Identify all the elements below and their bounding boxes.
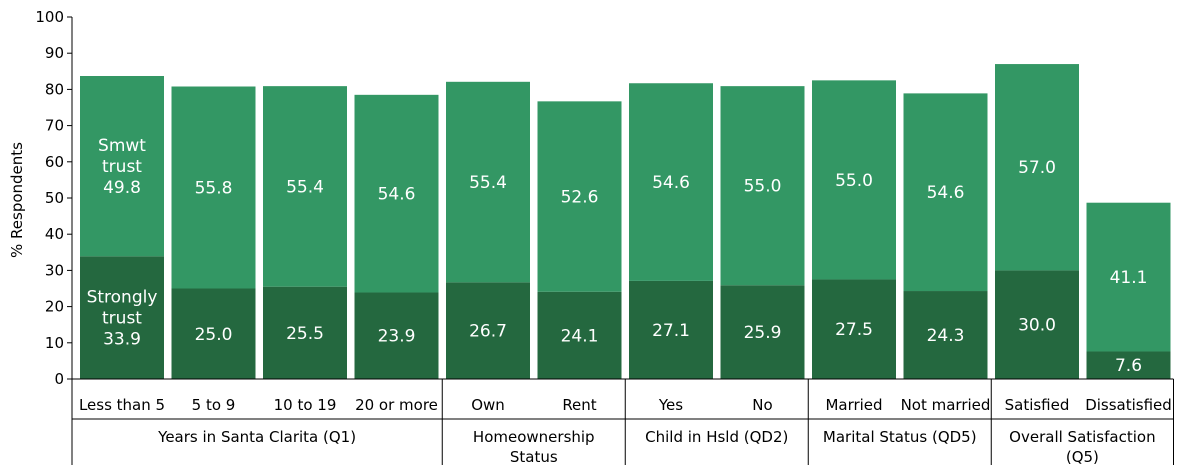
bar-segment — [995, 270, 1079, 379]
data-label: 49.8 — [103, 178, 141, 198]
bar-segment — [812, 80, 896, 280]
bar-segment — [537, 101, 622, 292]
y-tick-label: 0 — [54, 370, 64, 388]
bar-segment — [80, 256, 164, 379]
bar-segment — [995, 64, 1079, 271]
bar-segment — [263, 86, 347, 287]
data-label: 55.8 — [195, 179, 233, 199]
data-label: 55.0 — [835, 171, 873, 191]
category-label: Yes — [658, 396, 683, 414]
data-label: 57.0 — [1018, 158, 1056, 178]
series-inline-label: Strongly — [87, 288, 158, 308]
data-label: 25.0 — [195, 325, 233, 345]
category-label: Dissatisfied — [1085, 396, 1172, 414]
bar-segment — [263, 286, 347, 379]
series-inline-label: trust — [102, 309, 142, 329]
bar-segment — [903, 93, 988, 292]
y-tick-label: 10 — [45, 334, 64, 352]
bars: Stronglytrust33.9Smwttrust49.825.055.825… — [80, 64, 1171, 379]
category-label: Rent — [562, 396, 596, 414]
bar-segment — [629, 280, 713, 379]
y-tick-label: 30 — [45, 261, 64, 279]
bar-segment — [1086, 351, 1171, 379]
series-inline-label: Smwt — [98, 136, 146, 156]
bar-segment — [629, 83, 713, 281]
category-label: Less than 5 — [79, 396, 165, 414]
y-tick-label: 60 — [45, 153, 64, 171]
data-label: 25.5 — [286, 324, 324, 344]
bar-segment — [446, 81, 530, 283]
data-label: 33.9 — [103, 330, 141, 350]
bar-segment — [812, 279, 896, 379]
series-inline-label: trust — [102, 157, 142, 177]
bar-segment — [903, 291, 988, 379]
category-label: 20 or more — [355, 396, 438, 414]
data-label: 23.9 — [378, 327, 416, 347]
bar-segment — [537, 291, 622, 379]
data-label: 41.1 — [1110, 268, 1148, 288]
y-tick-label: 20 — [45, 298, 64, 316]
y-tick-label: 50 — [45, 189, 64, 207]
bar-segment — [1086, 202, 1171, 352]
data-label: 7.6 — [1115, 356, 1142, 376]
data-label: 25.9 — [744, 323, 782, 343]
bar-segment — [446, 282, 530, 379]
data-label: 30.0 — [1018, 316, 1056, 336]
data-label: 55.4 — [286, 177, 324, 197]
group-label: Years in Santa Clarita (Q1) — [157, 428, 356, 446]
group-label: Marital Status (QD5) — [823, 428, 977, 446]
data-label: 55.4 — [469, 173, 507, 193]
y-tick-label: 90 — [45, 44, 64, 62]
y-axis-label: % Respondents — [8, 142, 26, 258]
data-label: 54.6 — [927, 183, 965, 203]
bar-segment — [720, 86, 805, 286]
group-label: Status — [510, 448, 558, 466]
bar-segment — [80, 76, 164, 257]
data-label: 55.0 — [744, 177, 782, 197]
bar-segment — [354, 94, 439, 293]
data-label: 54.6 — [378, 185, 416, 205]
data-label: 52.6 — [561, 188, 599, 208]
y-tick-label: 40 — [45, 225, 64, 243]
group-label: (Q5) — [1066, 448, 1099, 466]
data-label: 27.1 — [652, 321, 690, 341]
category-label: Married — [825, 396, 882, 414]
bar-segment — [171, 288, 256, 379]
bar-segment — [354, 292, 439, 379]
category-label: 10 to 19 — [274, 396, 337, 414]
y-tick-label: 100 — [35, 8, 64, 26]
y-tick-label: 70 — [45, 117, 64, 135]
category-label: Satisfied — [1005, 396, 1070, 414]
data-label: 27.5 — [835, 320, 873, 340]
group-label: Overall Satisfaction — [1009, 428, 1155, 446]
data-label: 24.1 — [561, 326, 599, 346]
category-label: 5 to 9 — [192, 396, 236, 414]
x-axis: Less than 5 5 to 9 10 to 19 20 or more Own Re… — [71, 378, 1174, 466]
category-label: No — [752, 396, 772, 414]
y-tick-label: 80 — [45, 80, 64, 98]
group-label: Homeownership — [473, 428, 595, 446]
category-label: Own — [471, 396, 505, 414]
data-label: 54.6 — [652, 173, 690, 193]
bar-segment — [720, 285, 805, 379]
data-label: 26.7 — [469, 322, 507, 342]
y-axis: 0 10 20 30 40 50 60 70 80 90 100 — [35, 8, 73, 388]
group-label: Child in Hsld (QD2) — [645, 428, 788, 446]
category-label: Not married — [901, 396, 991, 414]
data-label: 24.3 — [927, 326, 965, 346]
bar-segment — [171, 86, 256, 289]
